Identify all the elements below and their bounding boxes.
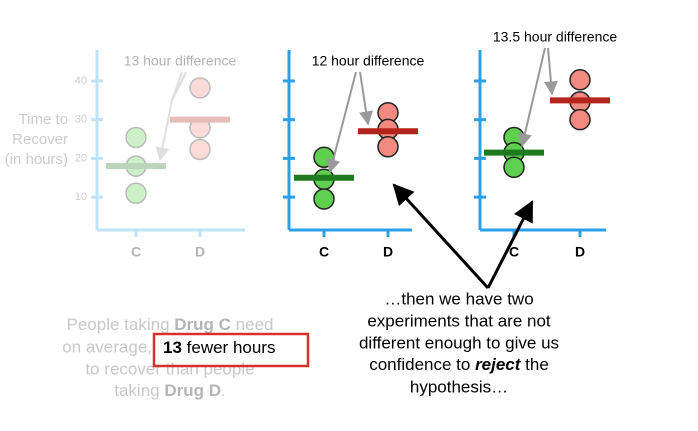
x-tick-label: D <box>195 244 205 260</box>
note-line: to recover than people <box>85 359 254 378</box>
y-tick-label: 20 <box>75 152 87 164</box>
note-line: confidence to reject the <box>369 355 549 374</box>
annotation-arrows <box>155 47 558 174</box>
text: need <box>231 315 274 334</box>
text: the <box>520 355 548 374</box>
note-line: People taking Drug C need <box>67 315 274 334</box>
text: taking <box>114 381 164 400</box>
y-axis-label: Recover <box>12 131 68 148</box>
text: 13 <box>163 338 182 357</box>
y-tick-label: 10 <box>75 191 87 203</box>
data-point <box>125 126 147 149</box>
text: reject <box>475 355 522 374</box>
text: . <box>221 381 226 400</box>
text: Drug D <box>164 381 221 400</box>
y-axis-label: Time to <box>19 111 68 128</box>
note-line: hypothesis… <box>410 377 508 396</box>
x-tick-label: D <box>383 244 393 260</box>
data-point <box>125 155 147 177</box>
x-tick-label: C <box>509 244 519 260</box>
note-line: …then we have two <box>384 289 533 308</box>
highlight: 13 fewer hours <box>163 338 275 357</box>
chart: 12 hour difference C D <box>283 50 425 260</box>
annotation: 12 hour difference <box>312 53 425 69</box>
chart: 10 20 30 40 Time to Recover (in hours) 13 hour … <box>5 50 245 260</box>
text: confidence to <box>369 355 475 374</box>
text: People taking <box>67 315 175 334</box>
right-note: …then we have two experiments that are n… <box>359 289 559 396</box>
charts: 10 20 30 40 Time to Recover (in hours) 13 hour … <box>5 29 618 260</box>
annotation: 13.5 hour difference <box>493 29 617 45</box>
data-point <box>569 69 591 91</box>
y-axis-label: (in hours) <box>5 151 68 168</box>
x-tick-label: C <box>319 244 329 260</box>
note-line: experiments that are not <box>367 311 551 330</box>
note-line: on average, <box>62 337 152 356</box>
data-point <box>189 138 211 161</box>
data-point <box>189 117 211 139</box>
data-point <box>313 188 335 210</box>
data-point <box>125 182 147 204</box>
highlight-box <box>152 332 310 368</box>
data-point <box>189 77 211 99</box>
y-tick-label: 30 <box>75 114 87 126</box>
pointer-arrows <box>392 183 534 290</box>
x-tick-label: D <box>575 244 585 260</box>
note-line: different enough to give us <box>359 333 559 352</box>
note-line: taking Drug D. <box>114 381 226 400</box>
x-tick-label: C <box>131 244 141 260</box>
data-point <box>377 136 399 158</box>
left-note: People taking Drug C need on average, 13… <box>62 315 310 400</box>
text: Drug C <box>174 315 231 334</box>
data-point <box>503 156 525 179</box>
chart: 13.5 hour difference C D <box>474 29 617 260</box>
text: fewer hours <box>182 338 276 357</box>
annotation: 13 hour difference <box>124 53 237 69</box>
y-tick-label: 40 <box>75 75 87 87</box>
data-point <box>569 108 591 131</box>
